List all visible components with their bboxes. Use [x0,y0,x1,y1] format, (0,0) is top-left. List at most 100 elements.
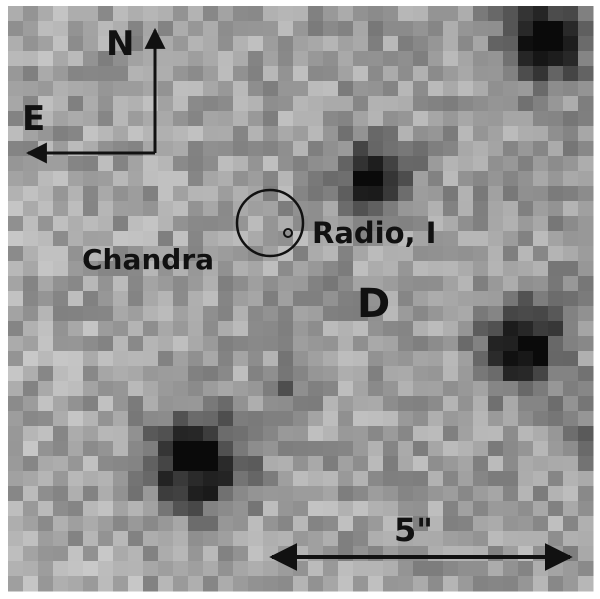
pixel-cell [428,456,444,472]
pixel-cell [368,21,384,37]
pixel-cell [443,66,459,82]
pixel-cell [128,471,144,487]
pixel-cell [503,276,519,292]
pixel-cell [203,501,219,517]
pixel-cell [53,291,69,307]
pixel-cell [578,231,594,247]
pixel-cell [248,576,264,592]
pixel-cell [113,51,129,67]
pixel-cell [278,426,294,442]
pixel-cell [533,441,549,457]
pixel-cell [488,276,504,292]
pixel-cell [503,471,519,487]
pixel-cell [188,201,204,217]
pixel-cell [458,576,474,592]
pixel-cell [68,336,84,352]
pixel-cell [23,426,39,442]
pixel-cell [188,351,204,367]
pixel-cell [68,96,84,112]
pixel-cell [578,66,594,82]
pixel-cell [143,561,159,577]
pixel-cell [323,96,339,112]
pixel-cell [563,96,579,112]
pixel-cell [443,36,459,52]
pixel-cell [113,411,129,427]
pixel-cell [533,336,549,352]
pixel-cell [188,366,204,382]
pixel-cell [98,456,114,472]
pixel-cell [68,186,84,202]
pixel-cell [518,126,534,142]
pixel-cell [533,321,549,337]
pixel-cell [578,381,594,397]
pixel-cell [38,441,54,457]
pixel-cell [323,321,339,337]
pixel-cell [398,96,414,112]
pixel-cell [143,531,159,547]
pixel-cell [458,396,474,412]
pixel-cell [113,501,129,517]
pixel-cell [263,156,279,172]
pixel-cell [428,276,444,292]
pixel-cell [368,66,384,82]
pixel-cell [173,126,189,142]
pixel-cell [518,96,534,112]
pixel-cell [83,531,99,547]
pixel-cell [413,21,429,37]
pixel-cell [308,291,324,307]
pixel-cell [413,216,429,232]
pixel-cell [323,471,339,487]
pixel-cell [323,291,339,307]
pixel-cell [548,516,564,532]
pixel-cell [173,246,189,262]
pixel-cell [398,306,414,322]
pixel-cell [503,111,519,127]
pixel-cell [413,96,429,112]
pixel-cell [473,261,489,277]
pixel-cell [203,576,219,592]
pixel-cell [383,156,399,172]
pixel-cell [53,546,69,562]
pixel-cell [143,171,159,187]
pixel-cell [263,396,279,412]
pixel-cell [173,381,189,397]
pixel-cell [413,81,429,97]
pixel-cell [308,126,324,142]
pixel-cell [458,126,474,142]
pixel-cell [353,21,369,37]
pixel-cell [278,306,294,322]
pixel-cell [398,516,414,532]
pixel-cell [293,261,309,277]
pixel-cell [368,336,384,352]
pixel-cell [488,486,504,502]
pixel-cell [53,276,69,292]
pixel-cell [353,36,369,52]
pixel-cell [218,51,234,67]
pixel-cell [68,171,84,187]
pixel-cell [233,576,249,592]
pixel-cell [38,366,54,382]
pixel-cell [308,456,324,472]
pixel-cell [368,141,384,157]
pixel-cell [203,246,219,262]
pixel-cell [578,201,594,217]
pixel-cell [443,576,459,592]
pixel-cell [248,156,264,172]
pixel-cell [38,216,54,232]
pixel-cell [173,96,189,112]
pixel-cell [518,351,534,367]
pixel-cell [443,531,459,547]
pixel-cell [533,36,549,52]
pixel-cell [158,231,174,247]
pixel-cell [68,276,84,292]
pixel-cell [38,261,54,277]
pixel-cell [188,306,204,322]
pixel-cell [263,216,279,232]
pixel-cell [278,231,294,247]
pixel-cell [23,21,39,37]
pixel-cell [323,561,339,577]
pixel-cell [323,456,339,472]
pixel-cell [413,306,429,322]
pixel-cell [548,276,564,292]
pixel-cell [128,66,144,82]
